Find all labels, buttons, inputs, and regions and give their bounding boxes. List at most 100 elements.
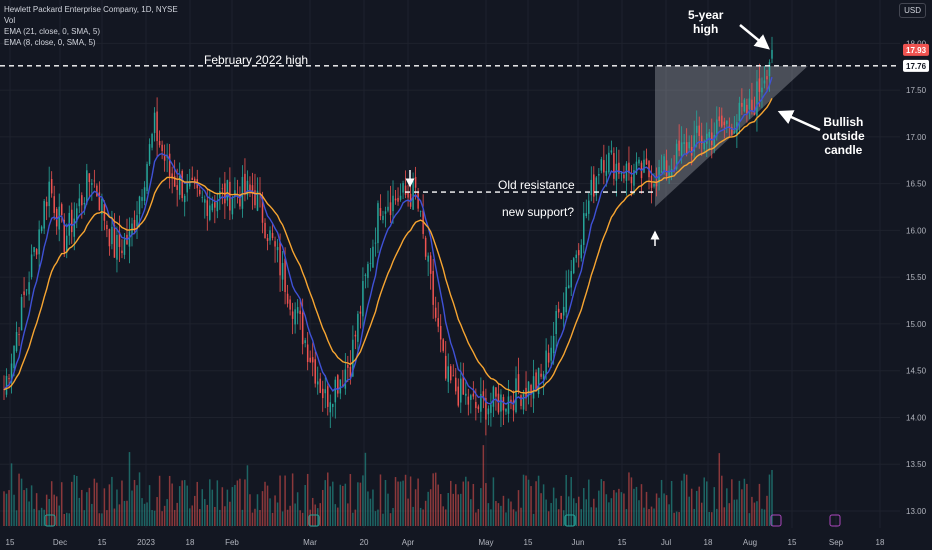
candle-body (226, 180, 229, 201)
time-axis[interactable]: 15 Dec 15 2023 18 Feb Mar 20 Apr May 15 Jun 15 Jul 18 A… (0, 532, 932, 550)
price-tick-label: 17.50 (906, 86, 927, 95)
volume-bar (45, 494, 48, 526)
volume-bar (58, 505, 60, 526)
candle-body (359, 311, 362, 314)
volume-bar (96, 482, 98, 526)
candle-body (13, 345, 15, 369)
candle-body (382, 215, 384, 220)
volume-bar (711, 512, 713, 526)
volume-bar (211, 489, 214, 526)
candle-body (191, 177, 193, 181)
volume-bar (299, 510, 301, 526)
candle-body (530, 385, 532, 395)
candle-body (552, 335, 555, 354)
volume-bar (364, 452, 367, 526)
old-resistance-label: Old resistance (498, 178, 575, 192)
volume-bar (156, 497, 158, 526)
candle-body (447, 366, 449, 382)
candle-body (123, 239, 126, 255)
time-tick-label: 18 (186, 538, 195, 547)
candle-body (713, 135, 716, 148)
time-tick-label: 20 (360, 538, 369, 547)
candle-body (349, 366, 352, 378)
candle-body (738, 102, 741, 122)
volume-bar (201, 489, 204, 526)
volume-bar (449, 480, 452, 526)
candle-body (342, 384, 344, 386)
price-tick-label: 14.50 (906, 367, 927, 376)
volume-bar (389, 513, 392, 526)
volume-bar (595, 507, 598, 526)
volume-bar (565, 474, 567, 526)
volume-bar (103, 488, 106, 526)
candle-body (439, 325, 442, 340)
candle-body (449, 366, 452, 381)
candle-body (467, 396, 470, 405)
candle-body (76, 208, 78, 222)
volume-bar (10, 463, 13, 526)
volume-bar (20, 478, 23, 526)
candle-body (188, 181, 191, 187)
candle-body (98, 192, 101, 211)
volume-bar (379, 474, 382, 526)
price-tick-label: 16.00 (906, 226, 927, 235)
currency-button[interactable]: USD (899, 3, 926, 18)
candle-body (570, 271, 572, 288)
candle-body (685, 142, 688, 154)
volume-bar (106, 510, 108, 526)
candle-body (487, 408, 490, 415)
volume-bar (332, 481, 334, 526)
volume-bar (698, 486, 700, 526)
volume-bar (630, 477, 633, 526)
volume-bar (685, 474, 688, 526)
volume-bar (116, 489, 118, 526)
candle-body (186, 181, 188, 193)
volume-bar (655, 493, 658, 526)
volume-bar (38, 510, 40, 526)
legend-symbol: Hewlett Packard Enterprise Company, 1D, … (4, 5, 178, 14)
candle-body (327, 386, 329, 407)
time-axis-bg (0, 532, 932, 550)
candle-body (540, 373, 542, 377)
volume-bar (723, 507, 726, 526)
candle-body (158, 141, 161, 146)
volume-bar (186, 485, 188, 526)
candle-body (580, 244, 583, 259)
candle-body (254, 190, 256, 206)
volume-bar (344, 483, 347, 526)
candle-body (505, 408, 507, 412)
volume-bar (761, 508, 763, 526)
candle-body (78, 198, 81, 207)
price-axis[interactable]: 18.00 17.50 17.00 16.50 16.00 15.50 15.00 14.50… (900, 0, 932, 550)
candle-body (683, 142, 685, 144)
candle-body (572, 258, 575, 274)
volume-bar (181, 480, 183, 526)
volume-bar (71, 481, 73, 526)
event-markers[interactable] (44, 514, 841, 527)
candle-body (53, 196, 55, 213)
time-tick-label: 15 (6, 538, 15, 547)
volume-bar (362, 475, 364, 526)
legend-ema-8: EMA (8, close, 0, SMA, 5) (4, 38, 96, 47)
candle-body (106, 224, 108, 230)
candle-body (389, 202, 392, 216)
volume-bar (5, 493, 8, 526)
candle-body (261, 196, 264, 223)
volume-bar (254, 508, 256, 526)
time-tick-label: Mar (303, 538, 317, 547)
candle-body (457, 386, 460, 406)
bullish-outside-candle-label: Bullish outside candle (822, 115, 865, 157)
candle-body (472, 393, 475, 397)
volume-bar (771, 469, 773, 526)
volume-bar (226, 489, 229, 526)
candle-body (515, 378, 517, 413)
volume-bar (610, 498, 613, 526)
new-support-label: new support? (502, 205, 575, 219)
candle-body (495, 387, 497, 397)
volume-bar (648, 509, 650, 526)
candle-body (143, 187, 146, 202)
candle-body (414, 176, 417, 188)
candle-body (362, 281, 364, 317)
candle-body (266, 238, 269, 242)
